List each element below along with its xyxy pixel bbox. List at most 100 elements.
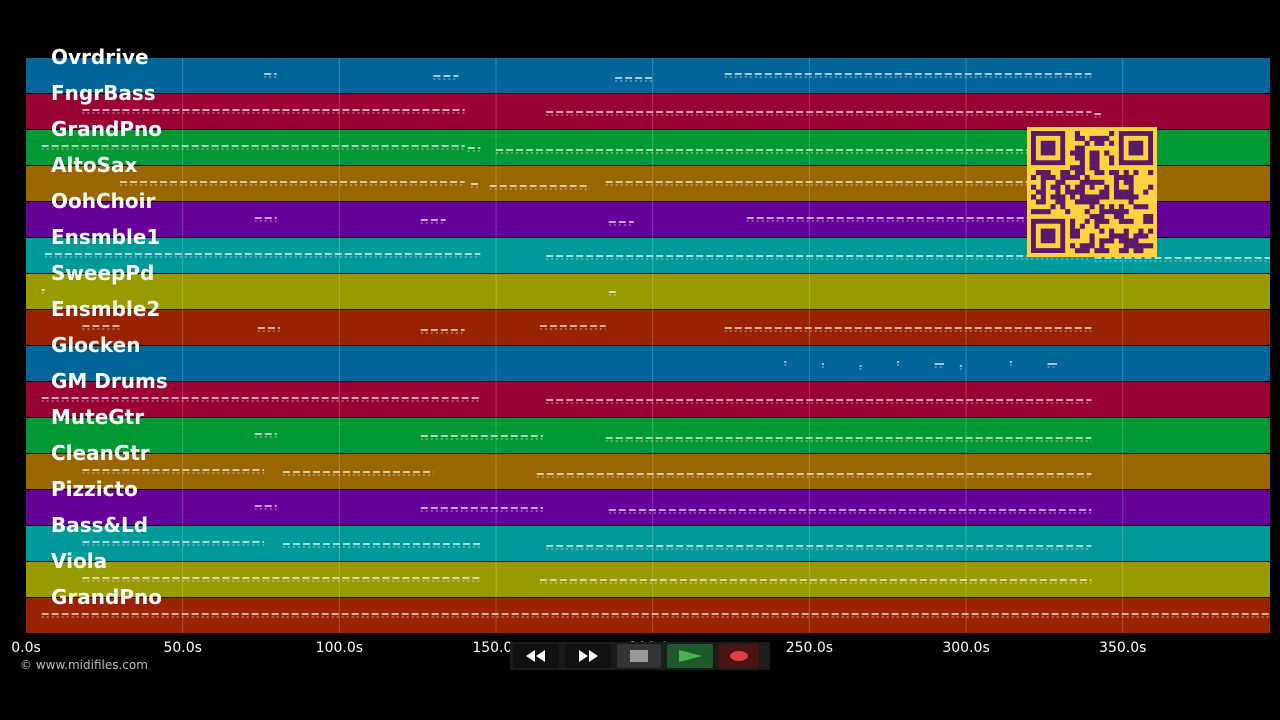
qr-module [1040,209,1046,215]
qr-module [1118,218,1124,224]
qr-module [1035,209,1041,215]
qr-module [1060,170,1066,176]
qr-module [1123,248,1129,254]
qr-module [1065,174,1071,180]
track-label: Bass&Ld [51,513,148,537]
transport-bar [510,642,770,670]
qr-module [1055,184,1061,190]
track-label: GM Drums [51,369,168,393]
qr-module [1045,170,1051,176]
qr-module [1040,184,1046,190]
qr-module [1079,160,1085,166]
qr-module [1074,199,1080,205]
qr-module [1089,150,1095,156]
qr-module [1143,233,1149,239]
qr-module [1148,243,1154,249]
qr-module [1070,228,1076,234]
qr-finder [1040,228,1056,244]
track-lane [26,418,1270,453]
qr-module [1079,150,1085,156]
qr-module [1035,170,1041,176]
qr-module [1084,218,1090,224]
qr-module [1109,170,1115,176]
qr-module [1050,194,1056,200]
qr-module [1133,248,1139,254]
qr-module [1055,194,1061,200]
track-label: SweepPd [51,261,154,285]
qr-module [1138,248,1144,254]
qr-module [1128,238,1134,244]
qr-module [1074,135,1080,141]
stop-button[interactable] [617,644,661,668]
qr-module [1094,199,1100,205]
qr-module [1128,243,1134,249]
qr-module [1099,209,1105,215]
fast-forward-button[interactable] [565,644,611,668]
qr-module [1099,179,1105,185]
track-lane [26,526,1270,561]
track-label: Ovrdrive [51,45,149,69]
qr-module [1104,189,1110,195]
qr-module [1104,135,1110,141]
qr-module [1094,165,1100,171]
qr-module [1084,140,1090,146]
qr-module [1055,199,1061,205]
time-tick-label: 50.0s [163,640,201,656]
qr-module [1148,184,1154,190]
qr-module [1113,170,1120,176]
qr-module [1128,184,1134,190]
qr-module [1133,170,1139,176]
qr-module [1143,218,1149,224]
time-tick-label: 0.0s [11,640,41,656]
qr-module [1065,189,1071,195]
qr-module [1065,209,1071,215]
rewind-button[interactable] [513,644,559,668]
qr-module [1133,238,1139,244]
qr-module [1084,199,1090,205]
track-lane [26,598,1270,633]
qr-module [1074,248,1080,254]
qr-module [1123,238,1129,244]
qr-module [1123,194,1129,200]
qr-module [1045,209,1051,215]
qr-module [1094,135,1100,141]
qr-module [1113,174,1120,180]
qr-module [1094,160,1100,166]
qr-module [1138,243,1144,249]
play-button[interactable] [667,644,713,668]
qr-module [1050,184,1056,190]
qr-module [1099,189,1105,195]
qr-module [1089,233,1095,239]
qr-module [1031,194,1037,200]
qr-module [1104,150,1110,156]
qr-module [1079,194,1085,200]
qr-module [1123,218,1129,224]
qr-module [1079,189,1085,195]
qr-module [1118,174,1124,180]
qr-module [1104,248,1110,254]
time-tick-label: 300.0s [942,640,989,656]
qr-module [1113,189,1120,195]
qr-module [1104,184,1110,190]
qr-module [1123,189,1129,195]
qr-module [1060,204,1066,210]
qr-module [1128,174,1134,180]
track-lane [26,274,1270,309]
qr-module [1104,209,1110,215]
qr-module [1074,174,1080,180]
qr-module [1099,204,1105,210]
qr-module [1031,184,1037,190]
qr-module [1070,218,1076,224]
qr-module [1118,238,1124,244]
fast-forward-icon [579,650,598,662]
qr-module [1074,228,1080,234]
qr-module [1079,223,1085,229]
time-tick-label: 150.0s [472,640,519,656]
record-button[interactable] [719,644,759,668]
qr-module [1079,165,1085,171]
qr-module [1094,155,1100,161]
qr-module [1099,170,1105,176]
qr-module [1060,179,1066,185]
qr-module [1074,233,1080,239]
qr-module [1109,209,1115,215]
